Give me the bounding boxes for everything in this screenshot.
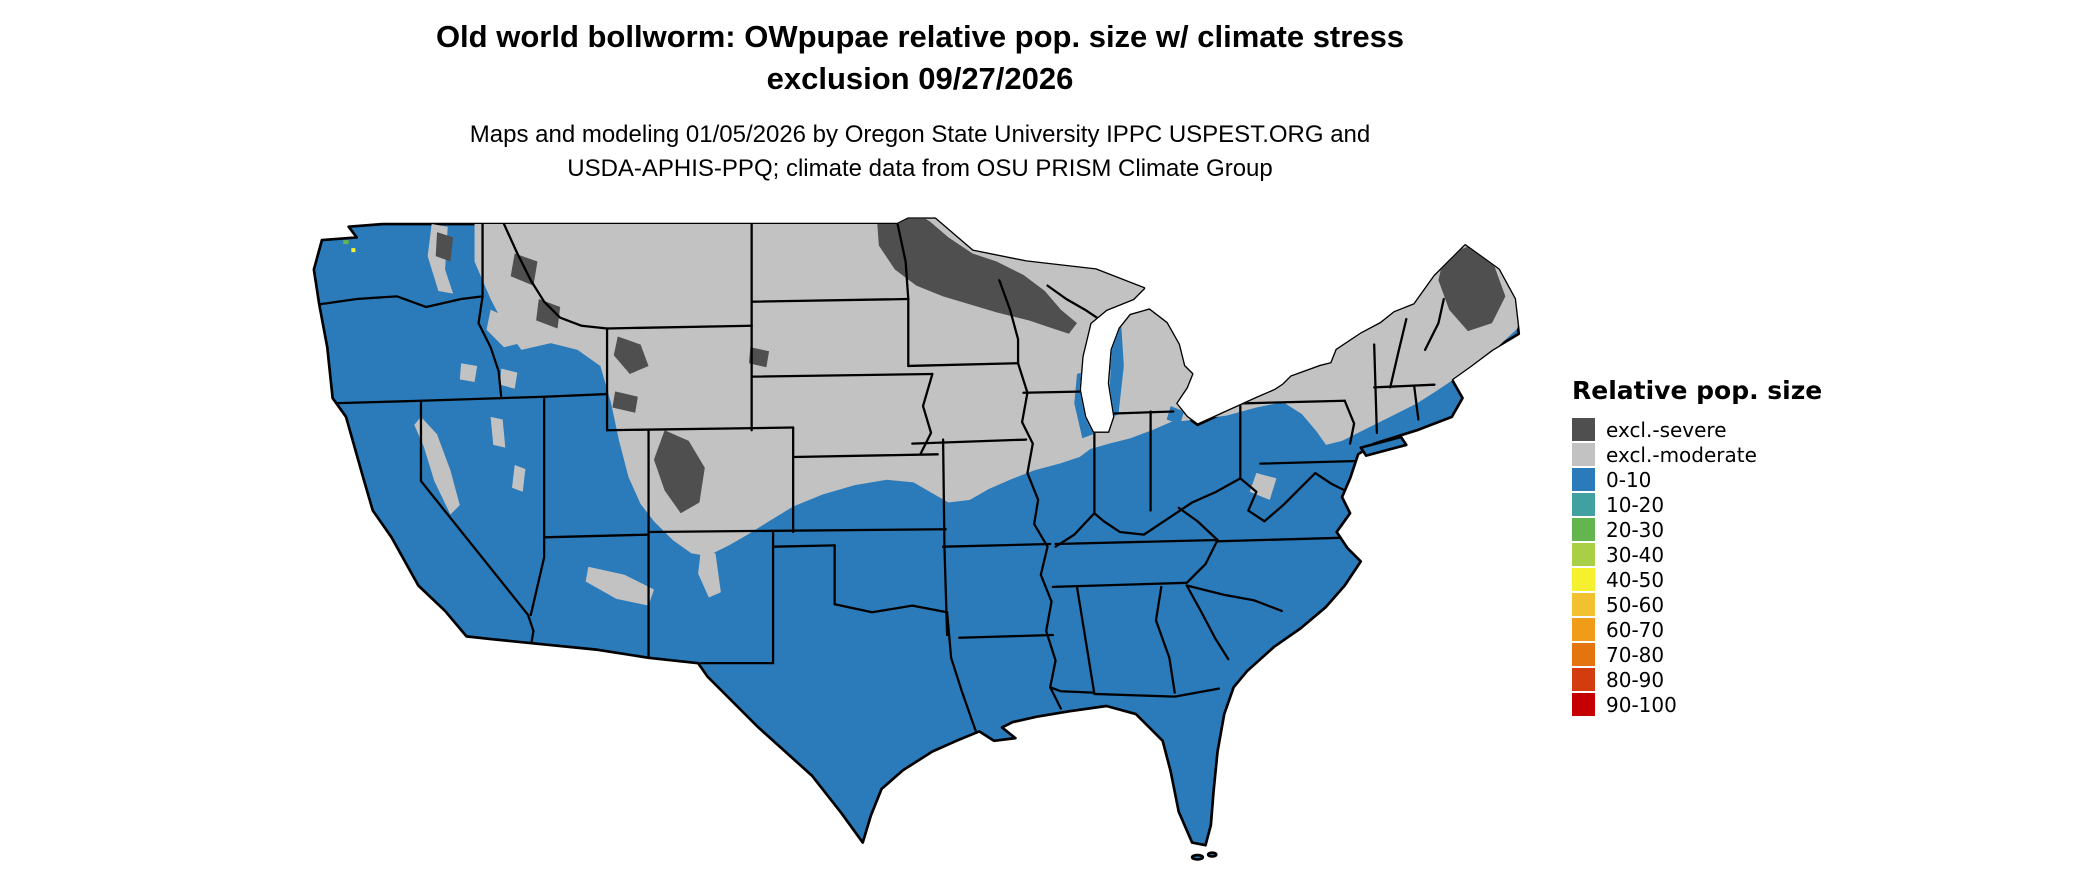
legend-item-0-10: 0-10: [1572, 467, 1822, 492]
map-title-line2: exclusion 09/27/2026: [766, 61, 1074, 96]
legend-label-50-60: 50-60: [1606, 592, 1665, 617]
region-excl-severe-w-montana: [510, 253, 538, 286]
map-subtitle-line1: Maps and modeling 01/05/2026 by Oregon S…: [469, 121, 1371, 148]
legend-label-60-70: 60-70: [1606, 617, 1665, 642]
legend-swatch-30-40: [1572, 543, 1595, 566]
legend-label-90-100: 90-100: [1606, 692, 1677, 717]
legend-label-20-30: 20-30: [1606, 517, 1665, 542]
legend-item-90-100: 90-100: [1572, 692, 1822, 717]
legend-swatch-excl-severe: [1572, 418, 1595, 441]
region-0-10-long-island: [1359, 435, 1408, 457]
legend-item-60-70: 60-70: [1572, 617, 1822, 642]
region-excl-severe-maine: [1438, 245, 1506, 332]
region-excl-moderate-sierra: [414, 416, 460, 515]
legend-label-80-90: 80-90: [1606, 667, 1665, 692]
region-20-30-puget-speck: [343, 240, 349, 245]
legend-label-10-20: 10-20: [1606, 492, 1665, 517]
region-excl-severe-n-cascades: [435, 232, 454, 262]
legend-swatch-10-20: [1572, 493, 1595, 516]
legend-swatch-90-100: [1572, 693, 1595, 716]
legend-item-10-20: 10-20: [1572, 492, 1822, 517]
legend-swatch-40-50: [1572, 568, 1595, 591]
region-excl-moderate-s-oregon-1: [459, 363, 478, 383]
legend-item-30-40: 30-40: [1572, 542, 1822, 567]
legend-item-80-90: 80-90: [1572, 667, 1822, 692]
legend-title: Relative pop. size: [1572, 376, 1823, 405]
legend-item-20-30: 20-30: [1572, 517, 1822, 542]
legend-label-30-40: 30-40: [1606, 542, 1665, 567]
region-excl-moderate-nevada-1: [490, 416, 506, 448]
region-0-10-florida-keys-1: [1190, 853, 1205, 861]
legend-swatch-70-80: [1572, 643, 1595, 666]
region-excl-moderate-ne-oregon: [486, 309, 526, 348]
legend-item-70-80: 70-80: [1572, 642, 1822, 667]
legend-label-0-10: 0-10: [1606, 467, 1652, 492]
legend-swatch-0-10: [1572, 468, 1595, 491]
legend-swatch-excl-moderate: [1572, 443, 1595, 466]
region-excl-severe-upper-midwest: [876, 218, 1077, 334]
map-subtitle-line2: USDA-APHIS-PPQ; climate data from OSU PR…: [567, 155, 1273, 182]
legend-swatch-20-30: [1572, 518, 1595, 541]
legend-swatch-60-70: [1572, 618, 1595, 641]
legend-label-excl-severe: excl.-severe: [1606, 417, 1727, 442]
legend-item-excl-severe: excl.-severe: [1572, 417, 1822, 442]
us-map-svg: [312, 217, 1521, 861]
legend-swatch-50-60: [1572, 593, 1595, 616]
region-excl-moderate-new-mexico: [698, 550, 721, 598]
region-excl-severe-black-hills: [748, 347, 770, 368]
legend-item-excl-moderate: excl.-moderate: [1572, 442, 1822, 467]
map-title: Old world bollworm: OWpupae relative pop…: [436, 16, 1404, 100]
legend: Relative pop. size excl.-severe excl.-mo…: [1572, 376, 1822, 717]
legend-label-70-80: 70-80: [1606, 642, 1665, 667]
region-excl-severe-wyoming: [613, 336, 649, 374]
map-title-line1: Old world bollworm: OWpupae relative pop…: [435, 19, 1405, 54]
legend-item-40-50: 40-50: [1572, 567, 1822, 592]
region-excl-severe-idaho: [536, 299, 561, 329]
region-excl-moderate-arizona-rim: [585, 566, 654, 606]
legend-label-40-50: 40-50: [1606, 567, 1665, 592]
region-excl-moderate-s-oregon-2: [499, 368, 518, 389]
region-excl-severe-colorado-rockies: [653, 430, 705, 514]
region-0-10-florida-keys-2: [1206, 851, 1218, 858]
region-excl-moderate-nevada-2: [512, 465, 526, 492]
state-borders: [318, 222, 1445, 742]
region-40-50-puget-speck: [351, 248, 356, 253]
map-subtitle: Maps and modeling 01/05/2026 by Oregon S…: [470, 118, 1370, 186]
legend-label-excl-moderate: excl.-moderate: [1606, 442, 1757, 467]
legend-item-50-60: 50-60: [1572, 592, 1822, 617]
region-excl-severe-uintas: [612, 391, 638, 413]
legend-swatch-80-90: [1572, 668, 1595, 691]
us-map: [303, 216, 1535, 872]
